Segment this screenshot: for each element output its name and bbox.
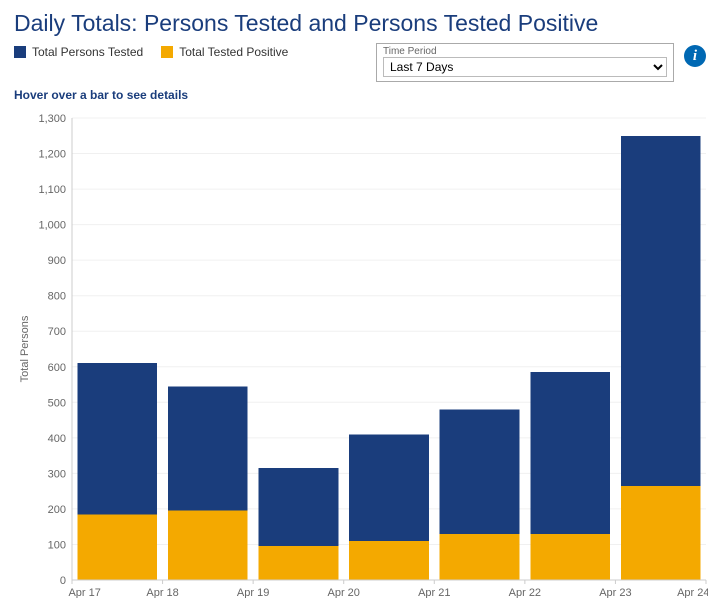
bar-group[interactable]	[349, 434, 429, 580]
y-tick-label: 100	[48, 539, 66, 551]
bar-group[interactable]	[77, 363, 157, 580]
x-tick-label: Apr 18	[146, 587, 178, 598]
y-tick-label: 0	[60, 575, 66, 587]
legend-swatch	[14, 46, 26, 58]
x-tick-label: Apr 17	[68, 587, 100, 598]
time-period-label: Time Period	[383, 46, 667, 57]
bar-positive[interactable]	[77, 514, 157, 580]
bar-tested[interactable]	[168, 386, 248, 510]
x-tick-label: Apr 23	[599, 587, 631, 598]
info-icon[interactable]: i	[684, 45, 706, 67]
y-tick-label: 500	[48, 397, 66, 409]
bar-tested[interactable]	[530, 372, 610, 534]
y-tick-label: 200	[48, 504, 66, 516]
bar-group[interactable]	[440, 409, 520, 580]
y-tick-label: 1,000	[38, 220, 66, 232]
x-tick-label: Apr 24	[677, 587, 708, 598]
y-tick-label: 1,300	[38, 113, 66, 125]
chart-svg: 0 100 200 300 400 500 600 700 800 900 1,000 1,100 1,…	[14, 108, 708, 598]
legend-swatch	[161, 46, 173, 58]
y-tick-label: 900	[48, 255, 66, 267]
bar-group[interactable]	[530, 372, 610, 580]
bar-positive[interactable]	[440, 534, 520, 580]
legend-item: Total Tested Positive	[161, 45, 288, 59]
bar-positive[interactable]	[349, 541, 429, 580]
bar-group[interactable]	[621, 136, 701, 580]
x-tick-label: Apr 19	[237, 587, 269, 598]
bar-group[interactable]	[168, 386, 248, 580]
time-period-select[interactable]: Last 7 Days	[383, 57, 667, 77]
chart-area: 0 100 200 300 400 500 600 700 800 900 1,000 1,100 1,…	[14, 108, 708, 598]
legend-item: Total Persons Tested	[14, 45, 143, 59]
header-row: Total Persons Tested Total Tested Positiv…	[14, 43, 706, 82]
bar-positive[interactable]	[168, 511, 248, 580]
bar-tested[interactable]	[77, 363, 157, 514]
bar-tested[interactable]	[259, 468, 339, 546]
y-tick-label: 600	[48, 362, 66, 374]
legend-label: Total Persons Tested	[32, 45, 143, 59]
x-tick-label: Apr 21	[418, 587, 450, 598]
y-tick-label: 300	[48, 468, 66, 480]
y-tick-label: 700	[48, 326, 66, 338]
hover-hint: Hover over a bar to see details	[14, 88, 706, 102]
y-tick-label: 1,200	[38, 149, 66, 161]
y-tick-label: 1,100	[38, 184, 66, 196]
time-period-box: Time Period Last 7 Days	[376, 43, 674, 82]
bar-tested[interactable]	[349, 434, 429, 541]
x-tick-label: Apr 22	[509, 587, 541, 598]
bar-positive[interactable]	[621, 486, 701, 580]
legend: Total Persons Tested Total Tested Positiv…	[14, 45, 376, 59]
bar-tested[interactable]	[440, 409, 520, 533]
bar-positive[interactable]	[530, 534, 610, 580]
y-tick-label: 800	[48, 291, 66, 303]
y-axis-label: Total Persons	[19, 315, 31, 382]
bar-group[interactable]	[259, 468, 339, 580]
legend-label: Total Tested Positive	[179, 45, 288, 59]
page-title: Daily Totals: Persons Tested and Persons…	[14, 10, 706, 37]
x-tick-label: Apr 20	[328, 587, 360, 598]
bar-tested[interactable]	[621, 136, 701, 486]
bar-positive[interactable]	[259, 546, 339, 580]
y-tick-label: 400	[48, 433, 66, 445]
